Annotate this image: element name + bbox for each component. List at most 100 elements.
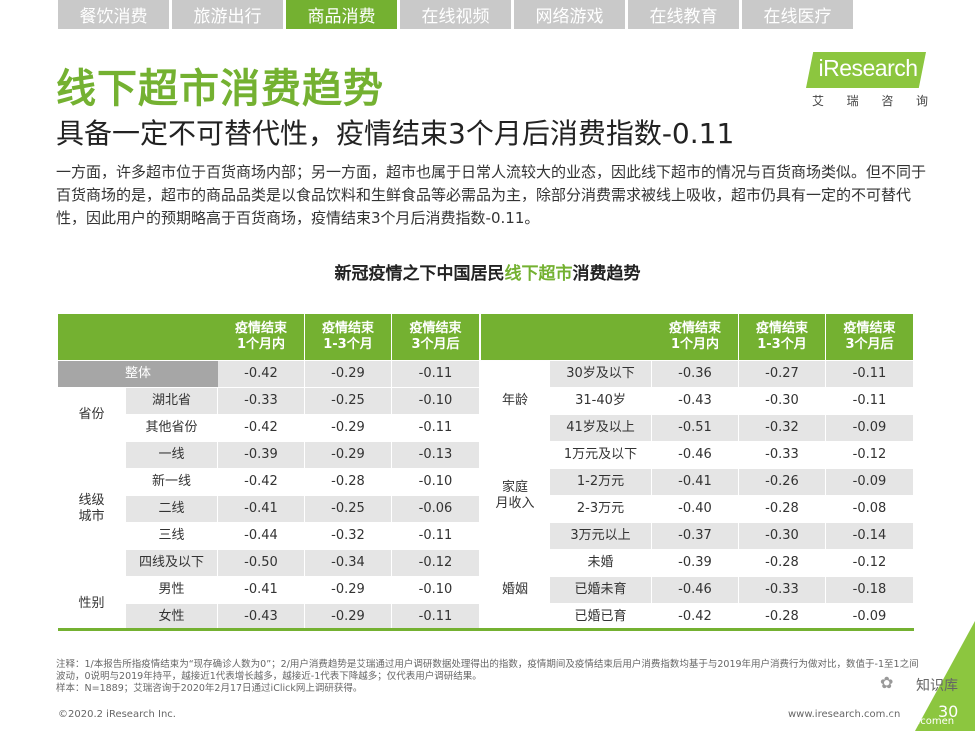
logo-text: iResearch [818, 55, 918, 81]
row-label: 未婚 [550, 550, 651, 576]
table-value-cell: -0.27 [739, 361, 825, 387]
header-blank [550, 314, 652, 360]
row-label: 3万元以上 [550, 523, 651, 549]
group-label: 线级 城市 [58, 442, 125, 576]
row-label: 新一线 [126, 469, 217, 495]
table-value-cell: -0.32 [305, 523, 391, 549]
row-label: 2-3万元 [550, 496, 651, 522]
table-value-cell: -0.29 [305, 577, 391, 603]
table-value-cell: -0.33 [739, 442, 825, 468]
copyright: ©2020.2 iResearch Inc. [58, 709, 176, 720]
row-label-overall: 整体 [58, 361, 218, 387]
group-label: 性别 [58, 577, 125, 630]
table-value-cell: -0.11 [392, 523, 479, 549]
tab-item[interactable]: 在线视频 [400, 0, 511, 29]
body-paragraph: 一方面，许多超市位于百货商场内部；另一方面，超市也属于日常人流较大的业态，因此线… [56, 163, 927, 227]
row-label: 41岁及以上 [550, 415, 651, 441]
header-blank [481, 314, 550, 360]
table-value-cell: -0.43 [218, 604, 304, 630]
logo-badge [806, 52, 926, 88]
table-value-cell: -0.12 [392, 550, 479, 576]
row-label: 1万元及以下 [550, 442, 651, 468]
table-value-cell: -0.39 [218, 442, 304, 468]
table-value-cell: -0.40 [652, 496, 738, 522]
row-label: 二线 [126, 496, 217, 522]
table-value-cell: -0.11 [826, 388, 913, 414]
table-value-cell: -0.29 [305, 604, 391, 630]
iresearch-logo: iResearch 艾 瑞 咨 询 [806, 52, 930, 112]
row-label: 其他省份 [126, 415, 217, 441]
table-value-cell: -0.41 [218, 577, 304, 603]
table-value-cell: -0.26 [739, 469, 825, 495]
table-value-cell: -0.44 [218, 523, 304, 549]
watermark-name: 知识库 [916, 678, 958, 694]
table-value-cell: -0.43 [652, 388, 738, 414]
table-value-cell: -0.25 [305, 496, 391, 522]
logo-char: 咨 [881, 94, 894, 108]
table-value-cell: -0.42 [218, 361, 304, 387]
group-label: 家庭 月收入 [481, 442, 549, 549]
table-bottom-rule [58, 628, 914, 631]
table-value-cell: -0.46 [652, 442, 738, 468]
table-value-cell: -0.42 [218, 469, 304, 495]
table-value-cell: -0.11 [826, 361, 913, 387]
table-value-cell: -0.29 [305, 361, 391, 387]
website-url: www.iresearch.com.cn [788, 709, 901, 720]
table-value-cell: -0.13 [392, 442, 479, 468]
header-blank [126, 314, 218, 360]
table-value-cell: -0.10 [392, 469, 479, 495]
table-value-cell: -0.08 [826, 496, 913, 522]
tab-item[interactable]: 商品消费 [286, 0, 397, 29]
table-value-cell: -0.29 [305, 415, 391, 441]
table-value-cell: -0.11 [392, 604, 479, 630]
table-value-cell: -0.41 [218, 496, 304, 522]
tab-item[interactable]: 在线医疗 [742, 0, 853, 29]
row-label: 一线 [126, 442, 217, 468]
table-value-cell: -0.51 [652, 415, 738, 441]
watermark-id: 微信号:tsellcomen [886, 701, 955, 727]
table-title-highlight: 线下超市 [504, 264, 573, 284]
tab-item[interactable]: 餐饮消费 [58, 0, 169, 29]
table-title: 新冠疫情之下中国居民线下超市消费趋势 [0, 259, 975, 284]
table-value-cell: -0.06 [392, 496, 479, 522]
table-value-cell: -0.12 [826, 442, 913, 468]
table-title-prefix: 新冠疫情之下中国居民 [334, 264, 505, 284]
logo-char: 询 [915, 94, 928, 108]
column-header: 疫情结束 1-3个月 [739, 314, 825, 360]
row-label: 三线 [126, 523, 217, 549]
group-label: 婚姻 [481, 550, 549, 630]
table-value-cell: -0.28 [739, 496, 825, 522]
page-number: 30 [938, 702, 959, 721]
table-value-cell: -0.11 [392, 415, 479, 441]
table-value-cell: -0.09 [826, 604, 913, 630]
table-value-cell: -0.12 [826, 550, 913, 576]
table-value-cell: -0.11 [392, 361, 479, 387]
table-value-cell: -0.10 [392, 577, 479, 603]
footnote-note: 注释：1/本报告所指疫情结束为“现存确诊人数为0”；2/用户消费趋势是艾瑞通过用… [56, 659, 919, 682]
header-blank [58, 314, 126, 360]
row-label: 湖北省 [126, 388, 217, 414]
row-label: 已婚已育 [550, 604, 651, 630]
column-header: 疫情结束 3个月后 [392, 314, 479, 360]
table-value-cell: -0.32 [739, 415, 825, 441]
table-value-cell: -0.09 [826, 415, 913, 441]
category-tabs: 餐饮消费 旅游出行 商品消费 在线视频 网络游戏 在线教育 在线医疗 [58, 0, 853, 29]
table-value-cell: -0.29 [305, 442, 391, 468]
tab-item[interactable]: 旅游出行 [172, 0, 283, 29]
wechat-icon: ✿ [880, 673, 894, 692]
table-value-cell: -0.30 [739, 388, 825, 414]
column-header: 疫情结束 1个月内 [218, 314, 304, 360]
table-value-cell: -0.28 [305, 469, 391, 495]
table-value-cell: -0.25 [305, 388, 391, 414]
tab-item[interactable]: 在线教育 [628, 0, 739, 29]
row-label: 男性 [126, 577, 217, 603]
column-header: 疫情结束 3个月后 [826, 314, 913, 360]
table-value-cell: -0.09 [826, 469, 913, 495]
tab-item[interactable]: 网络游戏 [514, 0, 625, 29]
table-value-cell: -0.50 [218, 550, 304, 576]
table-value-cell: -0.39 [652, 550, 738, 576]
row-label: 女性 [126, 604, 217, 630]
table-value-cell: -0.10 [392, 388, 479, 414]
table-value-cell: -0.28 [739, 550, 825, 576]
table-value-cell: -0.42 [652, 604, 738, 630]
